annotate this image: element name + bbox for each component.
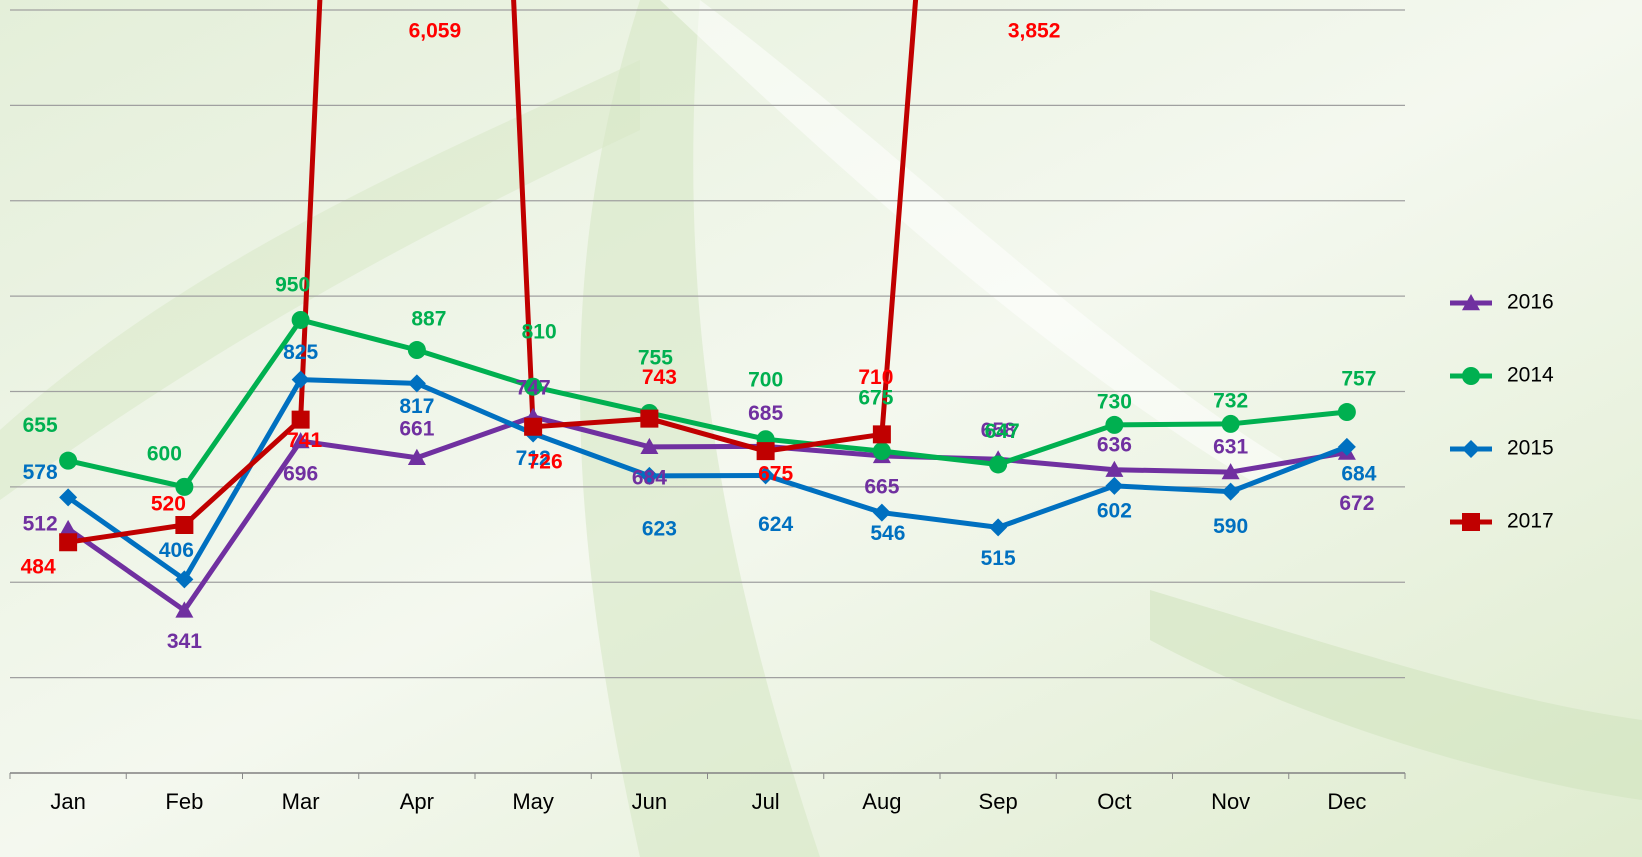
x-tick-label: Oct bbox=[1097, 789, 1131, 814]
data-label: 655 bbox=[23, 414, 58, 437]
x-tick-label: Jul bbox=[752, 789, 780, 814]
data-label: 341 bbox=[167, 630, 202, 653]
x-tick-label: May bbox=[512, 789, 554, 814]
data-label: 675 bbox=[758, 463, 793, 486]
data-label: 730 bbox=[1097, 390, 1132, 413]
x-tick-label: Feb bbox=[165, 789, 203, 814]
data-label: 515 bbox=[981, 547, 1016, 570]
data-label: 887 bbox=[411, 308, 446, 331]
data-label: 546 bbox=[870, 522, 905, 545]
data-label: 684 bbox=[632, 466, 667, 489]
legend-label: 2016 bbox=[1507, 291, 1554, 314]
legend-label: 2014 bbox=[1507, 364, 1554, 387]
data-label: 647 bbox=[985, 420, 1020, 443]
marker bbox=[757, 442, 775, 460]
data-label: 726 bbox=[528, 450, 563, 473]
marker bbox=[1338, 403, 1356, 421]
data-label: 732 bbox=[1213, 389, 1248, 412]
data-label: 700 bbox=[748, 369, 783, 392]
data-label: 685 bbox=[748, 402, 783, 425]
x-tick-label: Jan bbox=[50, 789, 85, 814]
data-label: 817 bbox=[399, 395, 434, 418]
data-label: 710 bbox=[858, 366, 893, 389]
marker bbox=[59, 452, 77, 470]
marker bbox=[292, 311, 310, 329]
x-tick-label: Sep bbox=[979, 789, 1018, 814]
legend-label: 2017 bbox=[1507, 510, 1554, 533]
marker bbox=[989, 455, 1007, 473]
marker bbox=[524, 418, 542, 436]
data-label: 602 bbox=[1097, 499, 1132, 522]
marker bbox=[640, 410, 658, 428]
marker bbox=[408, 341, 426, 359]
data-label: 520 bbox=[151, 493, 186, 516]
data-label: 747 bbox=[516, 376, 551, 399]
data-label: 631 bbox=[1213, 436, 1248, 459]
marker bbox=[1222, 415, 1240, 433]
chart: Jan Feb Mar Apr May Jun Jul Aug Sep Oct Nov Dec 512 3… bbox=[0, 0, 1642, 857]
data-label: 741 bbox=[287, 429, 322, 452]
marker bbox=[1105, 416, 1123, 434]
data-label: 623 bbox=[642, 517, 677, 540]
x-tick-label: Nov bbox=[1211, 789, 1250, 814]
data-label: 810 bbox=[522, 320, 557, 343]
marker bbox=[175, 516, 193, 534]
data-label: 512 bbox=[23, 512, 58, 535]
marker bbox=[292, 411, 310, 429]
data-label: 672 bbox=[1339, 492, 1374, 515]
legend-label: 2015 bbox=[1507, 437, 1554, 460]
marker bbox=[1462, 513, 1480, 531]
x-tick-label: Apr bbox=[400, 789, 434, 814]
data-label: 665 bbox=[864, 475, 899, 498]
x-tick-label: Mar bbox=[282, 789, 320, 814]
marker bbox=[873, 442, 891, 460]
data-label: 696 bbox=[283, 463, 318, 486]
x-tick-label: Jun bbox=[632, 789, 667, 814]
data-label: 624 bbox=[758, 513, 793, 536]
data-label: 590 bbox=[1213, 515, 1248, 538]
data-label: 406 bbox=[159, 539, 194, 562]
data-label: 578 bbox=[23, 461, 58, 484]
data-label: 661 bbox=[399, 417, 434, 440]
marker bbox=[1462, 367, 1480, 385]
marker bbox=[873, 425, 891, 443]
data-label: 3,852 bbox=[1008, 20, 1061, 43]
data-label: 757 bbox=[1341, 368, 1376, 391]
x-tick-label: Aug bbox=[862, 789, 901, 814]
data-label: 636 bbox=[1097, 433, 1132, 456]
data-label: 600 bbox=[147, 442, 182, 465]
data-label: 825 bbox=[283, 341, 318, 364]
data-label: 950 bbox=[275, 274, 310, 297]
data-label: 6,059 bbox=[409, 20, 462, 43]
data-label: 675 bbox=[858, 387, 893, 410]
data-label: 684 bbox=[1341, 462, 1376, 485]
x-tick-label: Dec bbox=[1327, 789, 1366, 814]
marker bbox=[59, 533, 77, 551]
data-label: 743 bbox=[642, 366, 677, 389]
data-label: 484 bbox=[21, 556, 56, 579]
